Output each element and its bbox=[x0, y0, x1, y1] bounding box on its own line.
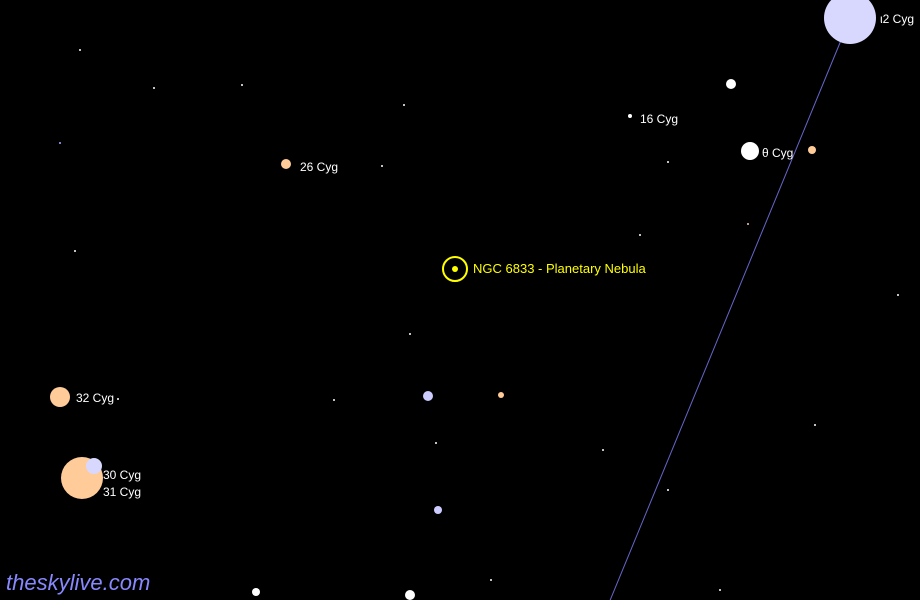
star-star-g bbox=[252, 588, 260, 596]
star-label-16-cygni: 16 Cyg bbox=[640, 112, 678, 126]
star-dim-20 bbox=[719, 589, 721, 591]
star-iota2-cygni bbox=[824, 0, 876, 44]
star-dim-10 bbox=[639, 234, 641, 236]
star-dim-8 bbox=[409, 333, 411, 335]
target-label: NGC 6833 - Planetary Nebula bbox=[473, 261, 646, 276]
star-dim-9 bbox=[667, 161, 669, 163]
star-dim-16 bbox=[602, 449, 604, 451]
star-label-theta-cygni: θ Cyg bbox=[762, 146, 793, 160]
star-star-b bbox=[434, 506, 442, 514]
star-16-cygni bbox=[628, 114, 632, 118]
star-star-c bbox=[726, 79, 736, 89]
star-dim-12 bbox=[897, 294, 899, 296]
star-dim-15 bbox=[435, 442, 437, 444]
star-star-a bbox=[423, 391, 433, 401]
star-dim-18 bbox=[814, 424, 816, 426]
star-dim-3 bbox=[59, 142, 61, 144]
star-26-cygni bbox=[281, 159, 291, 169]
star-dim-7 bbox=[381, 165, 383, 167]
star-label-32-cygni: 32 Cyg bbox=[76, 391, 114, 405]
star-label-30-cygni: 30 Cyg bbox=[103, 468, 141, 482]
star-dim-5 bbox=[241, 84, 243, 86]
star-chart: ι2 Cyg θ Cyg 16 Cyg 26 Cyg 32 Cyg 31 Cyg 30 Cy… bbox=[0, 0, 920, 600]
star-30-cygni bbox=[86, 458, 102, 474]
star-dim-1 bbox=[79, 49, 81, 51]
star-dim-17 bbox=[667, 489, 669, 491]
star-label-31-cygni: 31 Cyg bbox=[103, 485, 141, 499]
star-star-f bbox=[405, 590, 415, 600]
constellation-line bbox=[610, 18, 851, 600]
star-dim-14 bbox=[333, 399, 335, 401]
watermark: theskylive.com bbox=[6, 570, 150, 596]
star-star-e bbox=[498, 392, 504, 398]
star-32-cygni bbox=[50, 387, 70, 407]
target-dot bbox=[452, 266, 458, 272]
star-theta-cygni bbox=[741, 142, 759, 160]
star-label-26-cygni: 26 Cyg bbox=[300, 160, 338, 174]
star-dim-11 bbox=[747, 223, 749, 225]
star-dim-6 bbox=[403, 104, 405, 106]
star-dim-4 bbox=[74, 250, 76, 252]
star-dim-13 bbox=[117, 398, 119, 400]
star-dim-19 bbox=[490, 579, 492, 581]
star-star-d bbox=[808, 146, 816, 154]
star-label-iota2-cygni: ι2 Cyg bbox=[880, 12, 914, 26]
star-dim-2 bbox=[153, 87, 155, 89]
